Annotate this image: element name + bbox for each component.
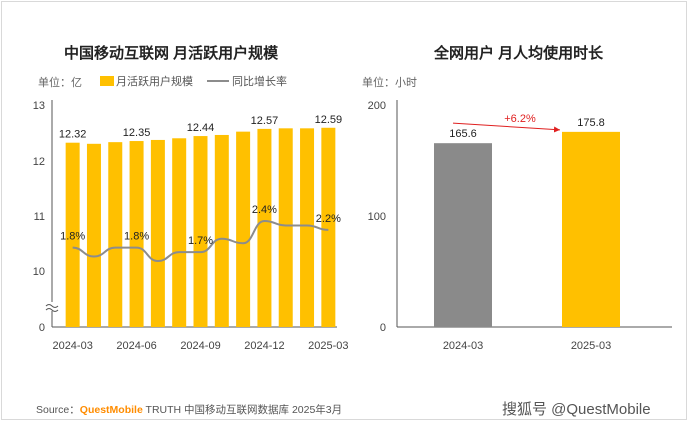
bar xyxy=(65,142,80,327)
bar xyxy=(434,143,492,327)
bar-value-label: 12.57 xyxy=(251,115,279,127)
x-tick-label: 2024-09 xyxy=(180,340,220,352)
growth-rate-line xyxy=(72,219,329,263)
growth-annotation: +6.2% xyxy=(504,113,536,125)
y-tick-label: 0 xyxy=(380,322,386,334)
right-chart-plot: 0 100 200 165.6 2024-03 175.8 2025-03 +6.2% xyxy=(368,100,672,352)
legend-line-label: 同比增长率 xyxy=(232,76,287,88)
legend-bar-swatch xyxy=(100,76,114,86)
watermark-label: 搜狐号 @QuestMobile xyxy=(502,401,651,418)
bar-value-label: 12.32 xyxy=(59,129,87,141)
x-tick-label: 2025-03 xyxy=(308,340,348,352)
legend-line-item: 同比增长率 xyxy=(207,73,287,89)
growth-rate-label: 1.7% xyxy=(188,235,213,247)
x-tick-label: 2025-03 xyxy=(571,340,611,352)
y-tick-label: 200 xyxy=(368,100,386,112)
growth-arrow xyxy=(452,122,561,133)
left-unit-label: 单位：亿 xyxy=(38,77,82,89)
source-prefix: Source： xyxy=(36,404,80,416)
right-chart-title: 全网用户 月人均使用时长 xyxy=(434,45,604,62)
source-brand: QuestMobile xyxy=(79,404,143,416)
bar xyxy=(86,143,101,327)
bar-value-label: 12.35 xyxy=(123,127,151,139)
bar-value-label: 12.44 xyxy=(187,122,215,134)
axis-break-mark xyxy=(45,308,59,312)
axis-break-mark xyxy=(45,304,59,308)
y-tick-label: 11 xyxy=(34,211,45,223)
source-note: Source：QuestMobile TRUTH 中国移动互联网数据库 2025… xyxy=(36,402,342,417)
bar xyxy=(300,128,315,327)
bar xyxy=(172,138,187,327)
y-tick-label: 100 xyxy=(368,211,386,223)
bar xyxy=(278,128,293,327)
x-tick-label: 2024-12 xyxy=(244,340,284,352)
y-tick-label: 10 xyxy=(33,266,45,278)
legend-bar-item: 月活跃用户规模 xyxy=(100,73,193,89)
growth-rate-label: 1.8% xyxy=(124,231,149,243)
x-tick-label: 2024-06 xyxy=(116,340,156,352)
bar xyxy=(108,142,123,327)
source-text: TRUTH 中国移动互联网数据库 2025年3月 xyxy=(145,404,343,416)
left-chart-title: 中国移动互联网 月活跃用户规模 xyxy=(64,45,279,62)
y-tick-label: 0 xyxy=(39,322,45,334)
bar xyxy=(257,128,272,327)
growth-rate-label: 1.8% xyxy=(60,231,85,243)
legend-bar-label: 月活跃用户规模 xyxy=(116,76,193,88)
bar xyxy=(129,141,144,327)
y-tick-label: 13 xyxy=(33,100,45,112)
x-tick-label: 2024-03 xyxy=(443,340,483,352)
left-chart-plot: 0 10 11 12 13 12.32 12.35 12.44 12.57 12.59 1.8% 1.… xyxy=(33,100,349,352)
bar-value-label: 165.6 xyxy=(449,128,477,140)
bar-value-label: 12.59 xyxy=(315,114,343,126)
bar xyxy=(321,127,336,327)
bar xyxy=(193,136,208,327)
y-tick-label: 12 xyxy=(33,156,45,168)
growth-rate-label: 2.2% xyxy=(316,213,341,225)
growth-rate-label: 2.4% xyxy=(252,204,277,216)
bar xyxy=(150,139,165,327)
legend-line-swatch xyxy=(207,80,229,82)
right-unit-label: 单位：小时 xyxy=(362,77,417,89)
bar-value-label: 175.8 xyxy=(577,117,605,129)
bar xyxy=(236,131,251,327)
x-tick-label: 2024-03 xyxy=(52,340,92,352)
bar xyxy=(214,134,229,327)
bar xyxy=(562,131,620,327)
